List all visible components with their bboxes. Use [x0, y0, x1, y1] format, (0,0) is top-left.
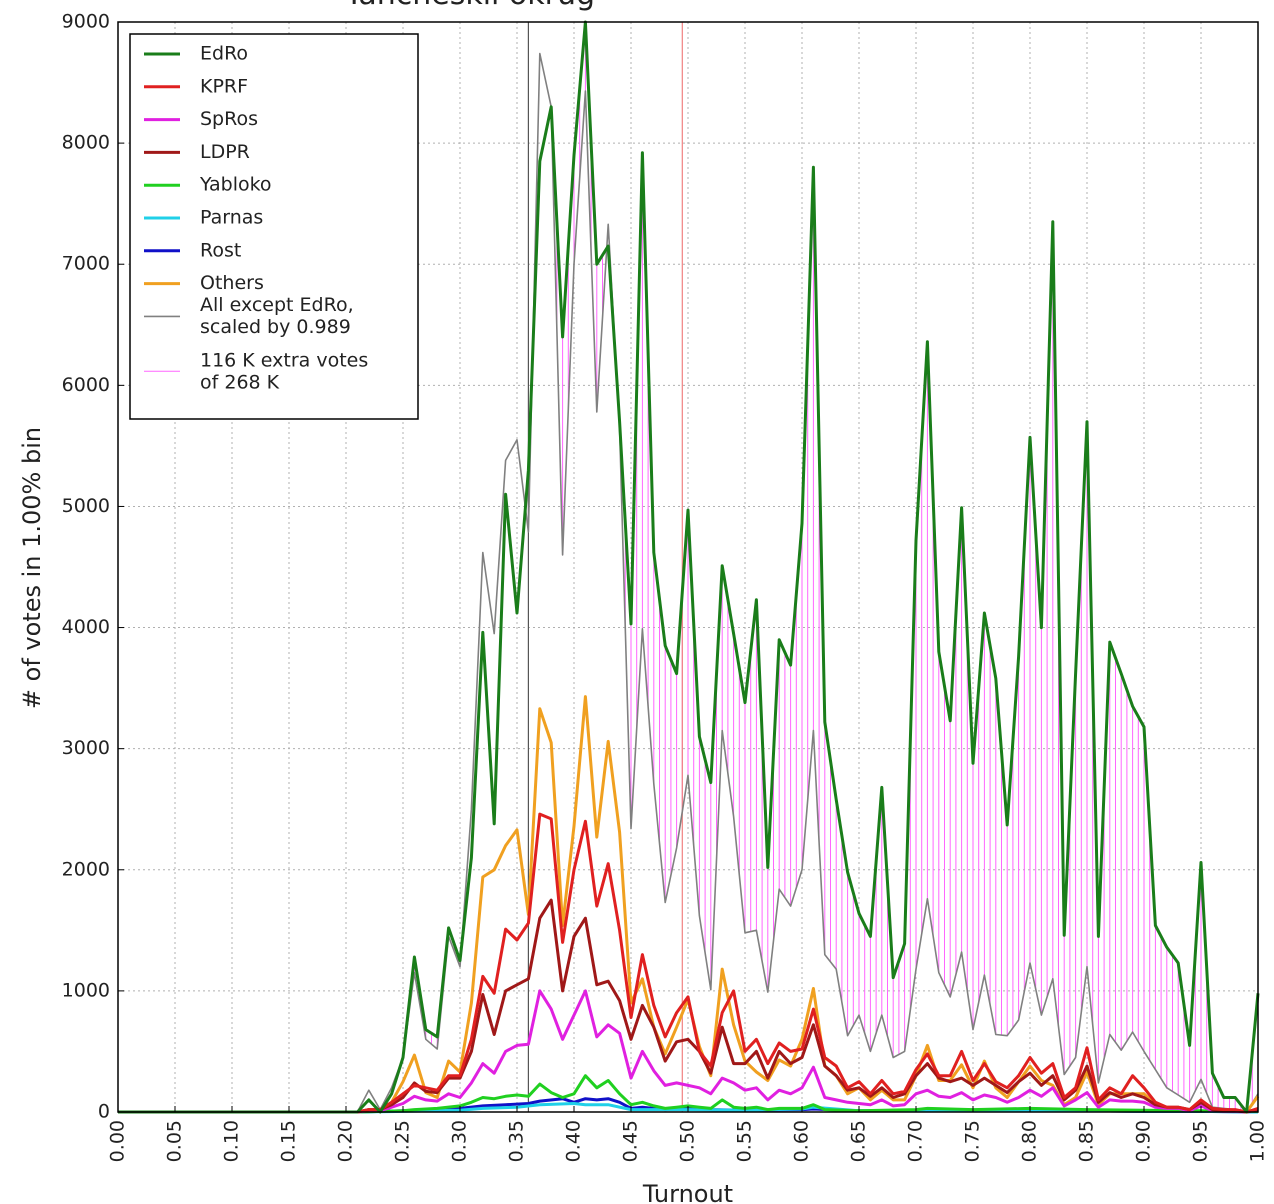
- x-tick-label: 1.00: [1247, 1120, 1269, 1162]
- x-tick-label: 0.60: [791, 1120, 813, 1162]
- x-tick-label: 0.25: [392, 1120, 414, 1162]
- legend-entry-label: Yabloko: [199, 174, 272, 196]
- y-tick-label: 0: [98, 1101, 110, 1123]
- x-tick-label: 0.70: [905, 1120, 927, 1162]
- series-line-all: [118, 52, 1259, 1113]
- x-tick-label: 0.90: [1133, 1120, 1155, 1162]
- legend-entry-label: KPRF: [200, 75, 248, 97]
- chart-title: Tancheskii okrug: [344, 0, 595, 12]
- legend-box: [129, 33, 419, 420]
- legend-entry-label: Others: [200, 272, 264, 294]
- y-tick-label: 7000: [62, 253, 110, 275]
- y-tick-labels: 0 1000 2000 3000 4000 5000 6000 7000 8000 9000: [62, 11, 124, 1123]
- x-tick-label: 0.35: [506, 1120, 528, 1162]
- extra-votes-fill: [408, 22, 1259, 1111]
- y-tick-label: 9000: [62, 11, 110, 33]
- x-tick-label: 0.80: [1019, 1120, 1041, 1162]
- x-tick-label: 0.40: [563, 1120, 585, 1162]
- legend-entry-label: 116 K extra votes: [200, 350, 368, 372]
- x-tick-label: 0.75: [962, 1120, 984, 1162]
- y-tick-label: 2000: [62, 858, 110, 880]
- x-tick-label: 0.30: [449, 1120, 471, 1162]
- x-tick-label: 0.15: [278, 1120, 300, 1162]
- x-tick-label: 0.95: [1190, 1120, 1212, 1162]
- x-tick-label: 0.85: [1076, 1120, 1098, 1162]
- legend-entry-label: EdRo: [200, 43, 248, 65]
- x-tick-label: 0.20: [335, 1120, 357, 1162]
- series-line-ldpr: [118, 898, 1259, 1114]
- series-line-kprf: [118, 812, 1259, 1114]
- x-tick-label: 0.10: [221, 1120, 243, 1162]
- x-axis-label: Turnout: [642, 1180, 733, 1204]
- legend-entry-label: All except EdRo,: [200, 294, 354, 316]
- legend-entry-label: of 268 K: [200, 372, 280, 394]
- y-tick-label: 5000: [62, 495, 110, 517]
- y-axis-label: # of votes in 1.00% bin: [18, 427, 46, 709]
- x-tick-label: 0.65: [848, 1120, 870, 1162]
- legend-entry-label: SpRos: [200, 108, 258, 130]
- y-tick-label: 4000: [62, 616, 110, 638]
- series-line-edro: [118, 20, 1260, 1114]
- series-line-spros: [118, 989, 1259, 1114]
- x-tick-labels: 0.00 0.05 0.10 0.15 0.20 0.25 0.30 0.35 0.40 0.45…: [107, 1106, 1269, 1162]
- x-tick-label: 0.55: [734, 1120, 756, 1162]
- y-tick-label: 1000: [62, 979, 110, 1001]
- x-tick-label: 0.05: [164, 1120, 186, 1162]
- x-tick-label: 0.45: [620, 1120, 642, 1162]
- reference-lines: [527, 22, 683, 1112]
- legend-entry-label: Parnas: [200, 207, 263, 229]
- y-tick-label: 3000: [62, 737, 110, 759]
- x-tick-label: 0.50: [677, 1120, 699, 1162]
- legend: EdRo KPRF SpRos LDPR Yabloko Parnas Rost Others…: [129, 33, 419, 420]
- legend-entry-label: Rost: [200, 239, 241, 261]
- legend-entry-label: scaled by 0.989: [200, 316, 351, 338]
- y-tick-label: 8000: [62, 132, 110, 154]
- y-tick-label: 6000: [62, 374, 110, 396]
- series-line-yabloko: [118, 1074, 1259, 1114]
- x-tick-label: 0.00: [107, 1120, 129, 1162]
- legend-entry-label: LDPR: [200, 141, 250, 163]
